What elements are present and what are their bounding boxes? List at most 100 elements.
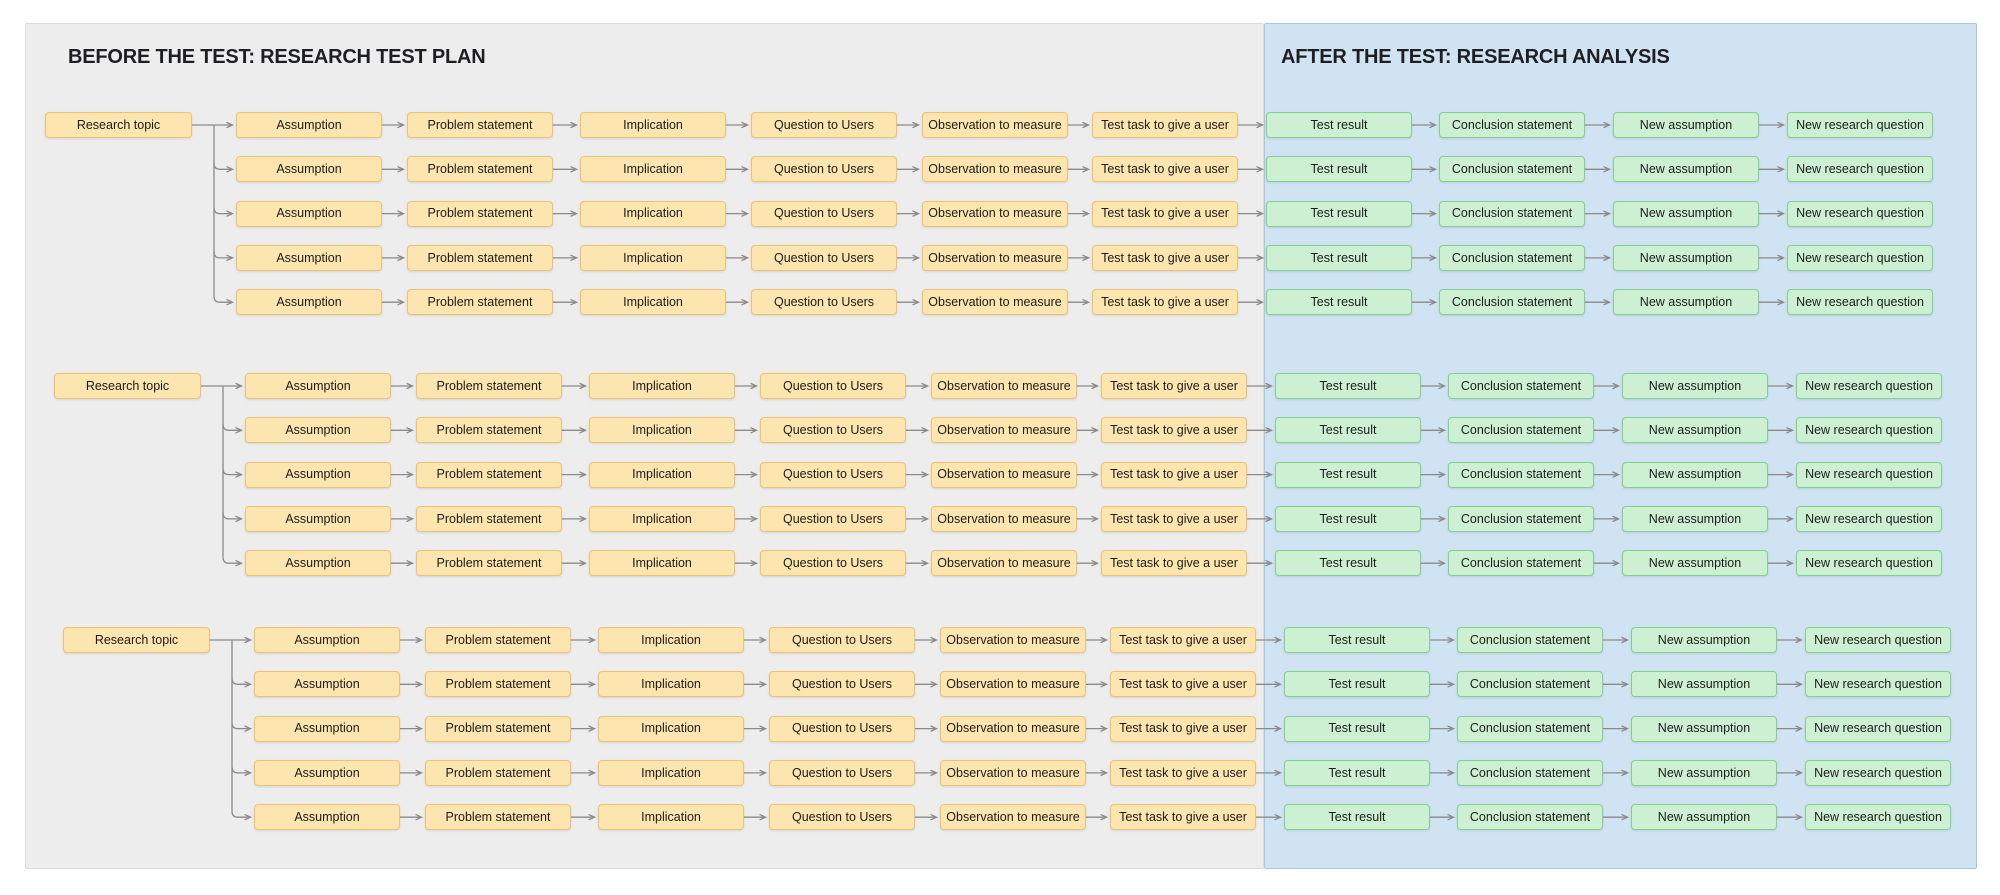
node-conclusion-statement[interactable]: Conclusion statement [1448,373,1594,399]
node-implication[interactable]: Implication [580,200,726,227]
node-conclusion-statement[interactable]: Conclusion statement [1439,244,1585,271]
node-conclusion-statement[interactable]: Conclusion statement [1448,417,1594,444]
node-question-to-users[interactable]: Question to Users [760,505,906,532]
node-new-assumption[interactable]: New assumption [1622,505,1768,532]
node-test-result[interactable]: Test result [1284,715,1430,742]
node-conclusion-statement[interactable]: Conclusion statement [1457,759,1603,786]
node-problem-statement[interactable]: Problem statement [407,156,553,183]
node-implication[interactable]: Implication [598,804,744,831]
node-conclusion-statement[interactable]: Conclusion statement [1457,671,1603,698]
node-problem-statement[interactable]: Problem statement [416,550,562,577]
node-implication[interactable]: Implication [580,244,726,271]
node-conclusion-statement[interactable]: Conclusion statement [1457,804,1603,831]
node-implication[interactable]: Implication [589,550,735,577]
node-question-to-users[interactable]: Question to Users [769,671,915,698]
node-conclusion-statement[interactable]: Conclusion statement [1439,289,1585,316]
node-test-result[interactable]: Test result [1284,671,1430,698]
node-assumption[interactable]: Assumption [254,759,400,786]
node-question-to-users[interactable]: Question to Users [769,715,915,742]
node-conclusion-statement[interactable]: Conclusion statement [1457,627,1603,653]
node-new-assumption[interactable]: New assumption [1631,804,1777,831]
node-problem-statement[interactable]: Problem statement [425,759,571,786]
node-assumption[interactable]: Assumption [245,505,391,532]
node-observation-to-measure[interactable]: Observation to measure [922,244,1068,271]
node-test-task-to-give-a-user[interactable]: Test task to give a user [1092,244,1238,271]
node-test-task-to-give-a-user[interactable]: Test task to give a user [1110,627,1256,653]
node-research-topic[interactable]: Research topic [54,373,201,399]
node-problem-statement[interactable]: Problem statement [416,461,562,488]
node-observation-to-measure[interactable]: Observation to measure [922,156,1068,183]
node-question-to-users[interactable]: Question to Users [751,244,897,271]
node-question-to-users[interactable]: Question to Users [769,627,915,653]
node-problem-statement[interactable]: Problem statement [416,505,562,532]
node-problem-statement[interactable]: Problem statement [425,804,571,831]
node-assumption[interactable]: Assumption [236,200,382,227]
node-implication[interactable]: Implication [589,461,735,488]
node-new-assumption[interactable]: New assumption [1631,627,1777,653]
node-new-assumption[interactable]: New assumption [1613,112,1759,138]
node-test-task-to-give-a-user[interactable]: Test task to give a user [1101,505,1247,532]
node-test-task-to-give-a-user[interactable]: Test task to give a user [1101,373,1247,399]
node-question-to-users[interactable]: Question to Users [751,156,897,183]
node-conclusion-statement[interactable]: Conclusion statement [1448,550,1594,577]
node-test-task-to-give-a-user[interactable]: Test task to give a user [1110,671,1256,698]
node-question-to-users[interactable]: Question to Users [760,461,906,488]
node-question-to-users[interactable]: Question to Users [760,550,906,577]
node-new-research-question[interactable]: New research question [1787,112,1933,138]
node-problem-statement[interactable]: Problem statement [407,112,553,138]
node-test-task-to-give-a-user[interactable]: Test task to give a user [1092,200,1238,227]
node-implication[interactable]: Implication [580,289,726,316]
node-new-research-question[interactable]: New research question [1796,461,1942,488]
node-question-to-users[interactable]: Question to Users [769,804,915,831]
node-question-to-users[interactable]: Question to Users [760,417,906,444]
node-conclusion-statement[interactable]: Conclusion statement [1439,200,1585,227]
node-research-topic[interactable]: Research topic [63,627,210,653]
node-new-assumption[interactable]: New assumption [1613,289,1759,316]
node-problem-statement[interactable]: Problem statement [407,200,553,227]
node-observation-to-measure[interactable]: Observation to measure [922,112,1068,138]
node-conclusion-statement[interactable]: Conclusion statement [1448,461,1594,488]
node-test-result[interactable]: Test result [1275,505,1421,532]
node-test-task-to-give-a-user[interactable]: Test task to give a user [1110,759,1256,786]
node-test-result[interactable]: Test result [1266,156,1412,183]
node-test-result[interactable]: Test result [1275,417,1421,444]
node-new-assumption[interactable]: New assumption [1613,156,1759,183]
node-test-result[interactable]: Test result [1275,550,1421,577]
node-test-result[interactable]: Test result [1275,461,1421,488]
node-implication[interactable]: Implication [598,759,744,786]
node-assumption[interactable]: Assumption [245,373,391,399]
node-test-task-to-give-a-user[interactable]: Test task to give a user [1110,804,1256,831]
node-assumption[interactable]: Assumption [245,550,391,577]
node-test-result[interactable]: Test result [1284,759,1430,786]
node-test-task-to-give-a-user[interactable]: Test task to give a user [1092,289,1238,316]
node-test-task-to-give-a-user[interactable]: Test task to give a user [1101,461,1247,488]
node-new-research-question[interactable]: New research question [1796,505,1942,532]
node-new-research-question[interactable]: New research question [1787,244,1933,271]
node-problem-statement[interactable]: Problem statement [416,373,562,399]
node-observation-to-measure[interactable]: Observation to measure [931,461,1077,488]
node-assumption[interactable]: Assumption [254,804,400,831]
node-test-task-to-give-a-user[interactable]: Test task to give a user [1092,112,1238,138]
node-problem-statement[interactable]: Problem statement [425,715,571,742]
node-new-assumption[interactable]: New assumption [1613,244,1759,271]
node-new-assumption[interactable]: New assumption [1631,671,1777,698]
node-problem-statement[interactable]: Problem statement [416,417,562,444]
node-implication[interactable]: Implication [598,671,744,698]
node-conclusion-statement[interactable]: Conclusion statement [1448,505,1594,532]
node-new-research-question[interactable]: New research question [1805,627,1951,653]
node-test-result[interactable]: Test result [1275,373,1421,399]
node-new-research-question[interactable]: New research question [1787,200,1933,227]
node-new-research-question[interactable]: New research question [1796,417,1942,444]
node-assumption[interactable]: Assumption [236,244,382,271]
node-problem-statement[interactable]: Problem statement [407,244,553,271]
node-implication[interactable]: Implication [598,715,744,742]
node-implication[interactable]: Implication [580,156,726,183]
node-test-task-to-give-a-user[interactable]: Test task to give a user [1101,550,1247,577]
node-question-to-users[interactable]: Question to Users [769,759,915,786]
node-question-to-users[interactable]: Question to Users [751,112,897,138]
node-test-task-to-give-a-user[interactable]: Test task to give a user [1101,417,1247,444]
node-assumption[interactable]: Assumption [254,627,400,653]
node-problem-statement[interactable]: Problem statement [407,289,553,316]
node-observation-to-measure[interactable]: Observation to measure [931,550,1077,577]
node-problem-statement[interactable]: Problem statement [425,627,571,653]
